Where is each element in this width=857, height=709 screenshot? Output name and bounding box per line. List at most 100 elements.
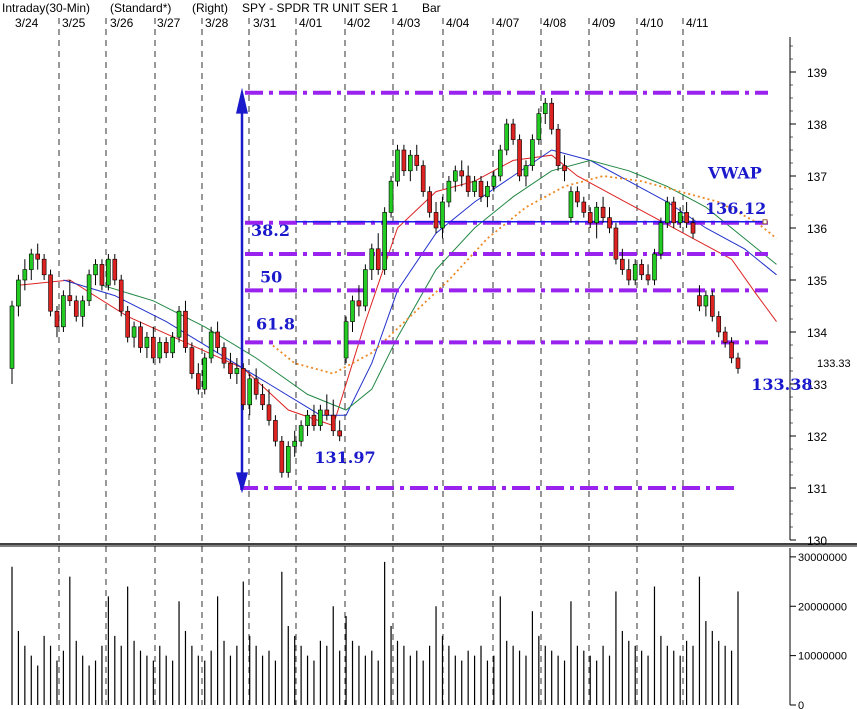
vwap-label: VWAP xyxy=(707,164,762,183)
candle-body xyxy=(151,336,156,359)
date-tick-label: 4/01 xyxy=(299,16,323,30)
interval-label: Intraday(30-Min) xyxy=(2,1,90,15)
candle-body xyxy=(388,180,394,213)
candle-body xyxy=(144,336,150,348)
mode-label: (Standard*) xyxy=(110,1,171,15)
candle-body xyxy=(157,342,163,359)
price-tick-label: 130 xyxy=(807,534,827,548)
candle-body xyxy=(427,191,432,213)
date-tick-label: 4/03 xyxy=(397,16,421,30)
candle-body xyxy=(607,217,612,229)
candle-body xyxy=(118,279,124,312)
fib-label-38-2: 38.2 xyxy=(251,221,290,240)
fib-label-61-8: 61.8 xyxy=(256,314,295,333)
date-tick-label: 4/07 xyxy=(496,16,520,30)
candle-body xyxy=(73,300,79,317)
candle-body xyxy=(337,430,342,437)
candle-body xyxy=(735,357,741,369)
candle-body xyxy=(665,201,670,224)
candle-body xyxy=(369,248,375,270)
date-tick-label: 3/28 xyxy=(205,16,229,30)
candle-body xyxy=(671,201,677,224)
candle-body xyxy=(363,269,368,307)
date-tick-label: 3/24 xyxy=(15,16,39,30)
candle-body xyxy=(729,342,734,359)
candle-body xyxy=(587,212,593,224)
candle-body xyxy=(690,222,696,234)
candle-body xyxy=(163,342,169,354)
candle-body xyxy=(292,440,297,447)
x-axis-date-labels: 3/24 3/25 3/26 3/27 3/28 3/31 4/01 4/02 4/03 4/04… xyxy=(15,16,709,30)
candle-body xyxy=(311,414,317,426)
date-tick-label: 4/11 xyxy=(686,16,709,30)
candle-body xyxy=(228,362,233,374)
candle-body xyxy=(472,180,477,192)
candle-body xyxy=(86,274,92,302)
candle-body xyxy=(266,404,272,421)
candle-body xyxy=(703,295,709,307)
candle-body xyxy=(93,264,98,276)
candle-body xyxy=(112,258,118,281)
date-tick-label: 3/27 xyxy=(157,16,181,30)
date-tick-label: 4/10 xyxy=(640,16,664,30)
candle-body xyxy=(530,139,535,166)
candle-body xyxy=(620,258,625,270)
range-arrowhead-top xyxy=(236,87,248,114)
candle-body xyxy=(356,300,362,307)
candle-body xyxy=(555,128,561,166)
candle-body xyxy=(382,212,387,270)
date-tick-label: 3/25 xyxy=(62,16,86,30)
candle-body xyxy=(343,321,349,359)
price-tick-label: 138 xyxy=(807,118,827,132)
price-tick-label: 131 xyxy=(807,482,827,496)
date-tick-label: 4/08 xyxy=(543,16,567,30)
volume-tick-label: 0 xyxy=(798,700,804,709)
candle-body xyxy=(684,212,689,224)
candle-body xyxy=(594,206,599,224)
vwap-value-label: 136.12 xyxy=(705,199,766,218)
volume-tick-label: 30000000 xyxy=(798,552,847,564)
candle-body xyxy=(459,170,465,177)
candle-body xyxy=(183,310,188,348)
candle-body xyxy=(247,378,253,406)
price-tick-label: 137 xyxy=(807,170,827,184)
date-tick-label: 4/02 xyxy=(347,16,371,30)
price-tick-label: 132 xyxy=(807,430,827,444)
candle-body xyxy=(61,295,66,328)
candle-body xyxy=(80,300,85,317)
candle-body xyxy=(330,414,336,432)
candle-body xyxy=(600,206,606,218)
candle-body xyxy=(9,305,15,369)
candle-body xyxy=(652,253,657,281)
price-tick-label: 136 xyxy=(807,222,827,236)
candle-body xyxy=(298,425,304,442)
candle-body xyxy=(408,154,413,172)
price-annotation: 133.38 xyxy=(751,375,812,394)
candle-body xyxy=(285,446,291,473)
candle-body xyxy=(697,295,702,307)
candle-body xyxy=(54,310,60,328)
candle-body xyxy=(189,347,195,374)
day-gridlines xyxy=(58,18,684,705)
price-annotation: 131.97 xyxy=(314,448,375,467)
candle-body xyxy=(260,394,265,406)
candle-body xyxy=(253,378,259,395)
candle-body xyxy=(639,264,644,276)
candle-body xyxy=(273,420,278,442)
price-tick-label: 134 xyxy=(807,326,827,340)
candle-body xyxy=(48,274,53,312)
candlestick-series xyxy=(9,98,741,478)
candle-body xyxy=(523,165,529,177)
candle-body xyxy=(279,440,285,473)
candle-body xyxy=(491,175,497,187)
candle-body xyxy=(433,212,439,229)
volume-bars xyxy=(11,561,739,705)
candle-body xyxy=(170,336,175,354)
date-tick-label: 4/09 xyxy=(592,16,616,30)
side-label: (Right) xyxy=(192,1,228,15)
symbol-label: SPY - SPDR TR UNIT SER 1 xyxy=(242,1,398,15)
candle-body xyxy=(440,201,445,229)
candle-body xyxy=(215,331,220,348)
